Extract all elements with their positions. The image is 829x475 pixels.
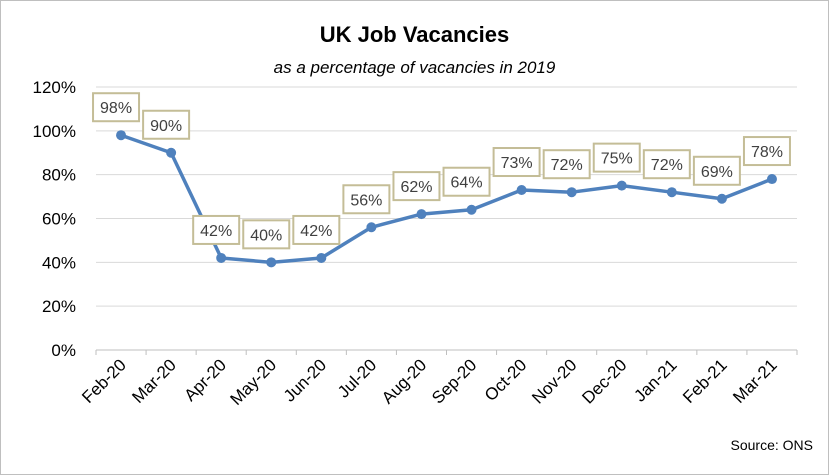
data-label-box [592, 142, 641, 173]
data-point [666, 187, 677, 198]
data-point [266, 257, 277, 268]
data-label-box [342, 184, 391, 215]
x-tick-label: Feb-20 [78, 355, 130, 407]
data-label-box [542, 149, 591, 180]
data-point [766, 174, 777, 185]
y-tick-label: 60% [42, 210, 76, 229]
data-point [566, 187, 577, 198]
data-label: 64% [451, 175, 483, 192]
data-point [516, 185, 527, 196]
data-point [616, 180, 627, 191]
data-label: 40% [250, 227, 282, 244]
x-tick-label: Mar-21 [729, 355, 781, 407]
x-tick-label: Dec-20 [578, 355, 630, 407]
data-label: 42% [300, 223, 332, 240]
data-label-box [642, 149, 691, 180]
data-point [716, 193, 727, 204]
x-tick-label: May-20 [227, 355, 281, 409]
data-label: 98% [100, 100, 132, 117]
data-label-box [692, 155, 741, 186]
series-line [120, 133, 773, 265]
x-tick-label: Jun-20 [280, 355, 330, 405]
data-label-box [242, 219, 291, 250]
x-tick-label: Oct-20 [481, 355, 531, 405]
data-label: 72% [551, 157, 583, 174]
data-label: 56% [350, 192, 382, 209]
data-label: 78% [751, 144, 783, 161]
data-label-box [92, 92, 141, 123]
data-point [316, 252, 327, 263]
y-tick-label: 20% [42, 297, 76, 316]
data-label: 75% [601, 151, 633, 168]
chart-subtitle: as a percentage of vacancies in 2019 [273, 58, 556, 77]
data-label: 42% [200, 223, 232, 240]
data-label-box [742, 136, 791, 167]
data-label-box [192, 214, 241, 245]
source-note: Source: ONS [730, 437, 813, 453]
data-label: 62% [400, 179, 432, 196]
y-tick-label: 0% [51, 341, 76, 360]
data-label-box [442, 166, 491, 197]
y-tick-label: 120% [33, 78, 76, 97]
x-tick-label: Mar-20 [128, 355, 180, 407]
data-label: 73% [501, 155, 533, 172]
data-point [216, 252, 227, 263]
x-tick-label: Aug-20 [378, 355, 430, 407]
data-label-box [492, 147, 541, 178]
y-tick-label: 100% [33, 122, 76, 141]
data-label-box [292, 214, 341, 245]
y-tick-label: 40% [42, 253, 76, 272]
data-point [366, 222, 377, 233]
data-label: 72% [651, 157, 683, 174]
data-point [466, 204, 477, 215]
x-tick-label: Jul-20 [334, 355, 380, 401]
x-tick-label: Apr-20 [180, 355, 230, 405]
data-point [166, 147, 177, 158]
data-point [116, 130, 127, 141]
x-tick-label: Feb-21 [679, 355, 731, 407]
data-label: 69% [701, 164, 733, 181]
data-label-box [142, 109, 191, 140]
data-point [416, 209, 427, 220]
x-tick-label: Nov-20 [528, 355, 580, 407]
chart-title: UK Job Vacancies [319, 22, 510, 47]
data-label-box [392, 171, 441, 202]
y-tick-label: 80% [42, 166, 76, 185]
data-label: 90% [150, 118, 182, 135]
x-tick-label: Sep-20 [428, 355, 480, 407]
x-tick-label: Jan-21 [630, 355, 680, 405]
